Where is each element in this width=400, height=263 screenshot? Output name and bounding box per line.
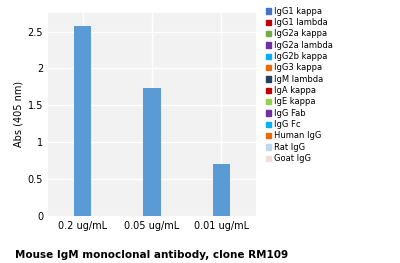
Bar (143, 88, 161, 216)
Bar (213, 164, 230, 216)
Legend: IgG1 kappa, IgG1 lambda, IgG2a kappa, IgG2a lambda, IgG2b kappa, IgG3 kappa, IgM: IgG1 kappa, IgG1 lambda, IgG2a kappa, Ig… (266, 7, 332, 163)
Y-axis label: Abs (405 nm): Abs (405 nm) (14, 81, 24, 148)
Text: Mouse IgM monoclonal antibody, clone RM109: Mouse IgM monoclonal antibody, clone RM1… (16, 250, 288, 260)
Bar (74, 26, 91, 216)
